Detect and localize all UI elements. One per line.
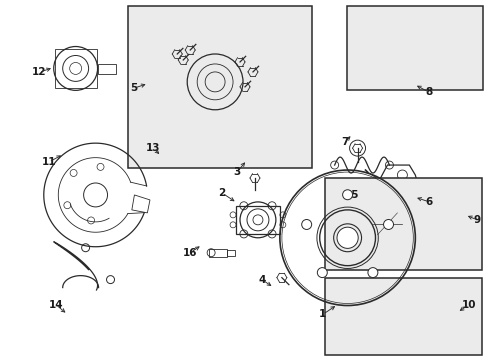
Bar [236, 206, 280, 234]
Bar [346, 6, 483, 90]
Bar [387, 22, 407, 59]
Circle shape [302, 220, 312, 229]
Bar [245, 78, 255, 84]
Text: 9: 9 [473, 215, 481, 225]
Circle shape [343, 190, 353, 200]
Bar [98, 64, 116, 75]
Text: 1: 1 [319, 310, 326, 319]
Circle shape [384, 220, 393, 229]
Bar [233, 84, 243, 90]
Bar [209, 249, 227, 257]
Bar [445, 22, 463, 59]
Text: 5: 5 [130, 84, 137, 93]
Bar [355, 22, 378, 59]
Bar [55, 49, 97, 88]
Circle shape [337, 227, 358, 248]
Bar [415, 22, 438, 59]
Text: 4: 4 [258, 275, 266, 285]
Text: 12: 12 [31, 67, 46, 77]
Text: 13: 13 [146, 143, 161, 153]
Text: 2: 2 [219, 188, 226, 198]
Bar [372, 213, 402, 235]
Bar [128, 6, 312, 168]
Text: 8: 8 [426, 87, 433, 97]
Text: 6: 6 [426, 197, 433, 207]
Text: 7: 7 [341, 137, 348, 147]
Text: 11: 11 [42, 157, 56, 167]
Bar [227, 250, 235, 256]
Text: 10: 10 [462, 300, 476, 310]
Bar [325, 178, 482, 270]
Circle shape [368, 267, 378, 278]
Circle shape [318, 267, 327, 278]
Bar [171, 77, 184, 87]
Text: 16: 16 [183, 248, 197, 258]
Bar [325, 278, 482, 355]
Text: 14: 14 [49, 300, 63, 310]
Text: 15: 15 [344, 190, 359, 200]
Bar [173, 60, 187, 70]
Text: 3: 3 [233, 167, 241, 177]
